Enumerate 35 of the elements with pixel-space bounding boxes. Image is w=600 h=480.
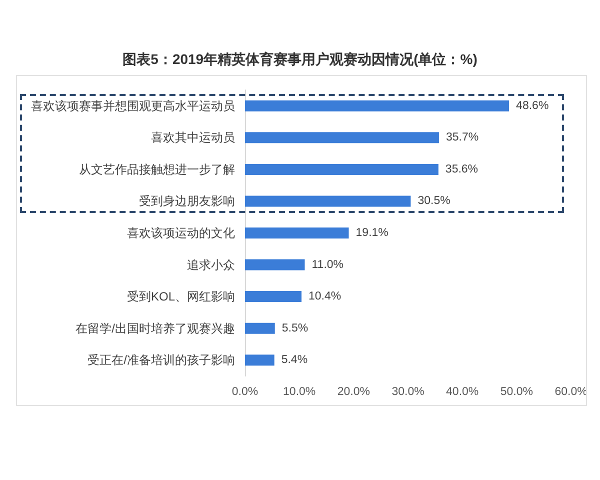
y-tick-label: 追求小众 xyxy=(187,258,235,272)
bar xyxy=(245,132,439,144)
y-tick-label: 喜欢其中运动员 xyxy=(151,130,235,145)
bar xyxy=(245,322,275,334)
data-label: 19.1% xyxy=(356,227,388,239)
data-label: 5.4% xyxy=(281,354,308,366)
bar xyxy=(245,164,438,175)
y-tick-label: 在留学/出国时培养了观赛兴趣 xyxy=(76,321,235,336)
bar xyxy=(245,228,349,238)
bar xyxy=(245,291,302,302)
x-tick-label: 30.0% xyxy=(392,386,424,398)
bar xyxy=(245,259,305,270)
chart-title: 图表5：2019年精英体育赛事用户观赛动因情况(单位：%) xyxy=(122,51,478,67)
y-tick-label: 受到身边朋友影响 xyxy=(139,194,235,208)
bar xyxy=(245,196,411,207)
y-tick-label: 喜欢该项赛事并想围观更高水平运动员 xyxy=(31,98,235,113)
x-tick-label: 10.0% xyxy=(283,386,316,398)
x-tick-label: 60.0% xyxy=(554,386,588,398)
bar xyxy=(245,100,510,112)
data-label: 30.5% xyxy=(418,195,450,208)
x-tick-label: 20.0% xyxy=(337,386,370,398)
bar xyxy=(245,354,274,366)
x-tick-label: 40.0% xyxy=(446,386,479,398)
data-label: 35.6% xyxy=(445,163,478,176)
data-label: 11.0% xyxy=(312,258,344,271)
y-tick-label: 受到KOL、网红影响 xyxy=(126,290,235,304)
data-label: 35.7% xyxy=(446,132,479,144)
y-tick-label: 从文艺作品接触想进一步了解 xyxy=(79,162,235,176)
x-tick-label: 0.0% xyxy=(232,386,258,398)
data-label: 10.4% xyxy=(308,290,342,303)
data-label: 48.6% xyxy=(516,100,549,112)
x-tick-label: 50.0% xyxy=(500,386,533,398)
y-tick-label: 喜欢该项运动的文化 xyxy=(127,226,235,240)
data-label: 5.5% xyxy=(282,322,308,334)
y-tick-label: 受正在/准备培训的孩子影响 xyxy=(88,353,235,368)
